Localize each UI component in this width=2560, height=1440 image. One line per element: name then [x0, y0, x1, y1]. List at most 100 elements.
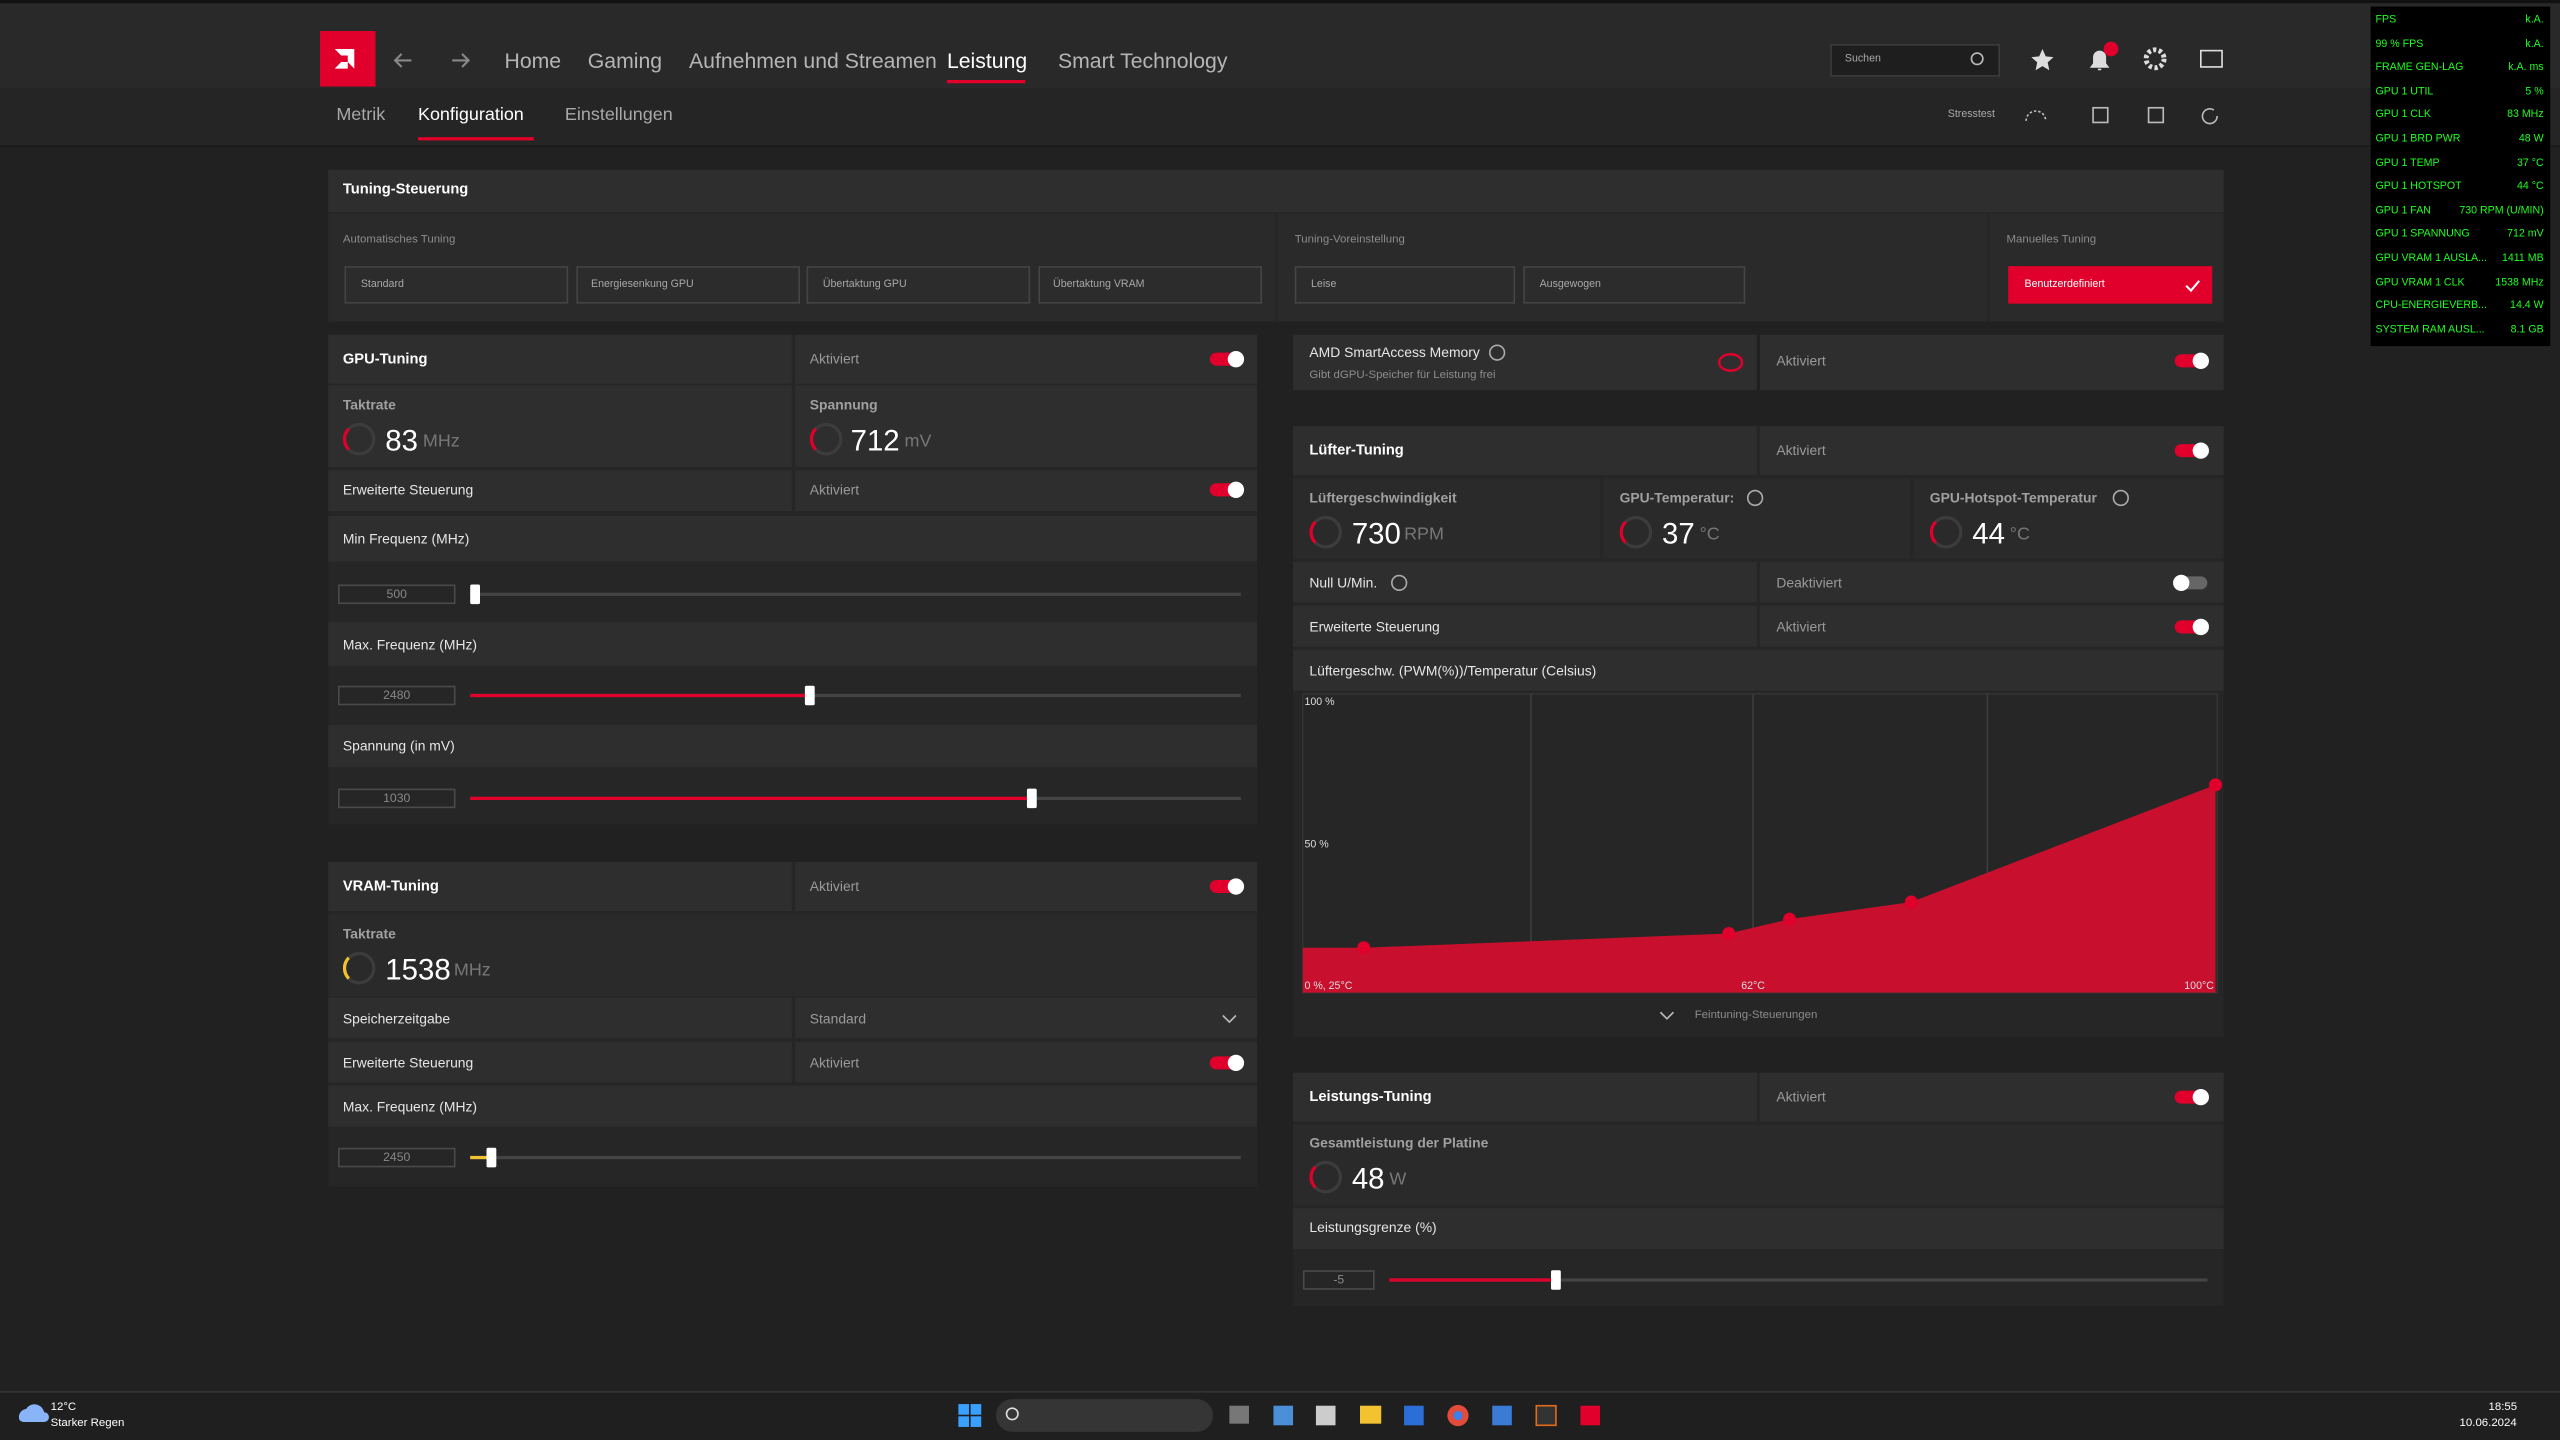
advanced-status: Aktiviert [809, 1054, 860, 1071]
active-tab-indicator [946, 80, 1026, 84]
zero-rpm-status: Deaktiviert [1776, 574, 1842, 591]
top-nav [0, 3, 2560, 89]
nav-tab[interactable]: Aufnehmen und Streamen [688, 48, 937, 73]
min-freq-value: 500 [386, 586, 407, 602]
button-label: Übertaktung VRAM [1053, 278, 1145, 291]
panel-row [1293, 561, 1757, 603]
power-limit-value: -5 [1333, 1272, 1345, 1287]
panel-row [795, 385, 1258, 467]
nav-tab[interactable]: Leistung [946, 48, 1028, 73]
nav-tab[interactable]: Einstellungen [564, 105, 673, 125]
slider-thumb[interactable] [470, 584, 480, 605]
stress-test-label[interactable]: Stresstest [1947, 108, 1995, 121]
title: GPU-Tuning [342, 350, 428, 367]
advanced-label: Erweiterte Steuerung [1309, 618, 1440, 635]
voltage-unit: mV [904, 431, 932, 452]
overlay-value: 44 °C [2516, 181, 2544, 193]
nav-tab[interactable]: Konfiguration [417, 105, 524, 125]
title-strip [0, 0, 2560, 4]
panel-row [1759, 561, 2224, 603]
weather-temp: 12°C [50, 1401, 77, 1414]
panel-row [328, 622, 1258, 667]
nav-tab[interactable]: Home [504, 48, 562, 73]
slider-input[interactable] [1302, 1270, 1375, 1290]
board-power-value: 48 [1351, 1162, 1385, 1196]
search-placeholder: Suchen [1844, 53, 1881, 65]
board-power-label: Gesamtleistung der Platine [1309, 1134, 1489, 1151]
slider-input[interactable] [337, 1147, 456, 1168]
slider-thumb[interactable] [486, 1147, 497, 1168]
gauge [1309, 1160, 1343, 1194]
tuning-button-selected[interactable] [2008, 266, 2213, 304]
slider-thumb[interactable] [1551, 1270, 1561, 1290]
overlay-label: GPU 1 CLK [2375, 109, 2431, 122]
clock-value: 1538 [385, 953, 451, 987]
gauge [1929, 515, 1963, 549]
gauge [342, 951, 376, 985]
nav-tab[interactable]: Gaming [587, 48, 663, 73]
panel-row [1293, 605, 1757, 647]
tuning-button[interactable] [806, 266, 1031, 304]
clock-label: Taktrate [342, 925, 396, 942]
tuning-button[interactable] [344, 266, 569, 304]
power-limit-label: Leistungsgrenze (%) [1309, 1219, 1437, 1236]
panel-row [328, 1041, 792, 1083]
timing-value: Standard [809, 1010, 867, 1027]
clock-time: 18:55 [2488, 1401, 2518, 1414]
slider-input[interactable] [337, 584, 456, 605]
gauge [809, 422, 843, 456]
slider-fill [1389, 1278, 1556, 1282]
panel-row [1293, 1208, 2224, 1249]
slider-thumb[interactable] [1026, 788, 1037, 809]
status: Aktiviert [1776, 442, 1826, 459]
clock-label: Taktrate [342, 396, 396, 413]
slider-thumb[interactable] [804, 685, 815, 706]
nav-tab[interactable]: Metrik [336, 105, 386, 125]
slider-track[interactable] [470, 592, 1241, 596]
overlay-label: FPS [2375, 14, 2397, 26]
overlay-value: k.A. ms [2508, 61, 2544, 74]
group-label: Manuelles Tuning [2006, 234, 2097, 246]
panel-row [1759, 605, 2224, 647]
slider-fill [470, 796, 1032, 800]
slider-input[interactable] [337, 685, 456, 706]
gauge [1619, 515, 1653, 549]
voltage-value: 712 [850, 424, 900, 458]
slider-track[interactable] [470, 1155, 1241, 1160]
curve-title: Lüftergeschw. (PWM(%))/Temperatur (Celsi… [1309, 662, 1597, 679]
slider-track[interactable] [1389, 1278, 2208, 1282]
weather-condition: Starker Regen [50, 1417, 125, 1430]
title: VRAM-Tuning [342, 877, 439, 894]
group-label: Automatisches Tuning [342, 234, 456, 246]
slider-track[interactable] [470, 693, 1241, 698]
overlay-value: 5 % [2525, 85, 2544, 98]
overlay-label: GPU 1 TEMP [2375, 157, 2440, 169]
overlay-label: SYSTEM RAM AUSL... [2375, 324, 2485, 336]
panel-row [795, 997, 1258, 1039]
taskbar-search-label[interactable]: Suche [1030, 1409, 1063, 1422]
slider-input[interactable] [337, 788, 456, 809]
overlay-value: 730 RPM (U/MIN) [2459, 204, 2544, 217]
max-freq-value: 2450 [383, 1149, 411, 1165]
taskbar [0, 1391, 2560, 1440]
sam-subtitle: Gibt dGPU-Speicher für Leistung frei [1309, 369, 1496, 382]
panel-row [1913, 478, 2224, 559]
tuning-button[interactable] [1038, 266, 1263, 304]
nav-tab[interactable]: Smart Technology [1057, 48, 1228, 73]
panel-row [795, 470, 1258, 512]
voltage-limit-value: 1030 [383, 790, 411, 806]
tuning-button[interactable] [1294, 266, 1516, 304]
overlay-label: GPU 1 FAN [2375, 204, 2431, 217]
section-title: Tuning-Steuerung [342, 180, 469, 197]
status: Aktiviert [1776, 1088, 1826, 1105]
button-label: Benutzerdefiniert [2024, 278, 2105, 291]
speed-unit: RPM [1404, 524, 1445, 545]
tuning-button[interactable] [576, 266, 800, 304]
status: Aktiviert [809, 350, 860, 367]
voltage-label: Spannung [809, 396, 878, 413]
tuning-button[interactable] [1523, 266, 1746, 304]
panel-row [1293, 426, 1757, 476]
panel-row [795, 862, 1258, 912]
speed-label: Lüftergeschwindigkeit [1309, 489, 1457, 506]
